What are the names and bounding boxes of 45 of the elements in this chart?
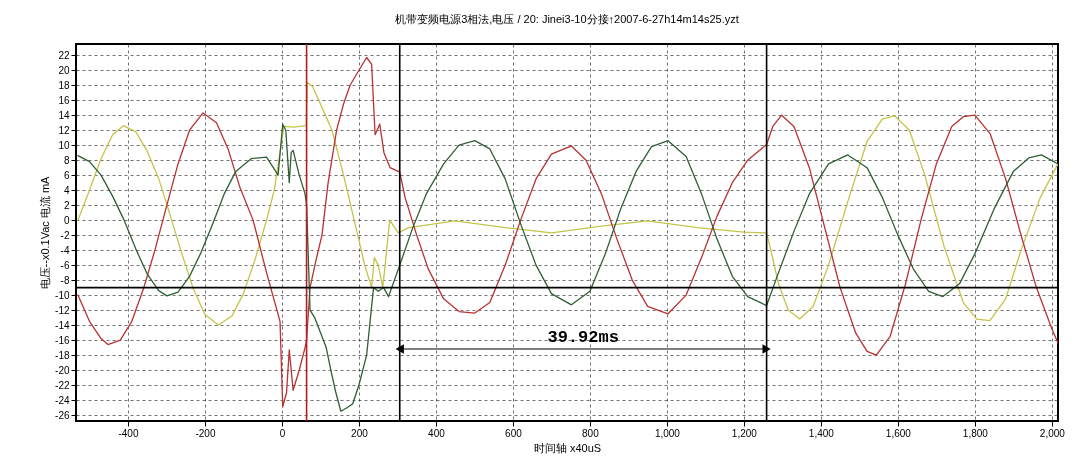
y-tick-label: 4 (63, 184, 70, 196)
chart-title: 机带变频电源3相法,电压 / 20: Jinei3-10分接↑2007-6-27h14m14s25.yzt (395, 13, 739, 26)
y-tick-label: 10 (58, 139, 70, 151)
x-tick-label: 600 (505, 427, 523, 439)
y-tick-label: -20 (55, 364, 70, 376)
y-tick-label: 20 (58, 64, 70, 76)
y-tick-label: 2 (63, 199, 70, 211)
y-tick-label: -8 (60, 274, 70, 286)
x-tick-label: 1,200 (731, 427, 758, 439)
annotation: 39.92ms (547, 328, 619, 347)
line-series (77, 81, 1058, 326)
x-tick-label: 1,600 (885, 427, 912, 439)
x-tick-label: -400 (118, 427, 139, 439)
y-axis-title: 电压--x0.1Vac 电流 mA (39, 175, 52, 290)
y-tick-label: -12 (55, 304, 70, 316)
y-tick-label: -24 (55, 394, 70, 406)
line-series (77, 56, 1058, 408)
x-tick-label: 1,000 (654, 427, 681, 439)
y-tick-label: 6 (63, 169, 70, 181)
y-tick-label: 18 (58, 79, 70, 91)
y-tick-label: 16 (58, 94, 70, 106)
x-tick-label: 1,400 (808, 427, 835, 439)
y-tick-label: -2 (60, 229, 70, 241)
x-tick-label: 400 (428, 427, 446, 439)
x-tick-label: 200 (351, 427, 369, 439)
y-tick-label: 0 (63, 214, 70, 226)
x-tick-label: 2,000 (1039, 427, 1066, 439)
x-tick-label: 800 (582, 427, 600, 439)
y-tick-label: -18 (55, 349, 70, 361)
y-tick-label: -22 (55, 379, 70, 391)
y-tick-label: -16 (55, 334, 70, 346)
x-tick-label: 1,800 (962, 427, 989, 439)
x-axis-title: 时间轴 x40uS (533, 441, 602, 454)
y-tick-label: 8 (63, 154, 70, 166)
x-tick-label: -200 (195, 427, 216, 439)
line-series (77, 123, 1058, 412)
y-tick-label: -14 (55, 319, 70, 331)
y-tick-label: -10 (55, 289, 70, 301)
y-tick-label: -6 (60, 259, 70, 271)
y-tick-label: 14 (58, 109, 70, 121)
y-tick-label: 12 (58, 124, 70, 136)
x-tick-label: 0 (279, 427, 286, 439)
y-tick-label: 22 (58, 49, 70, 61)
y-tick-label: -4 (60, 244, 70, 256)
y-tick-label: -26 (55, 409, 70, 421)
